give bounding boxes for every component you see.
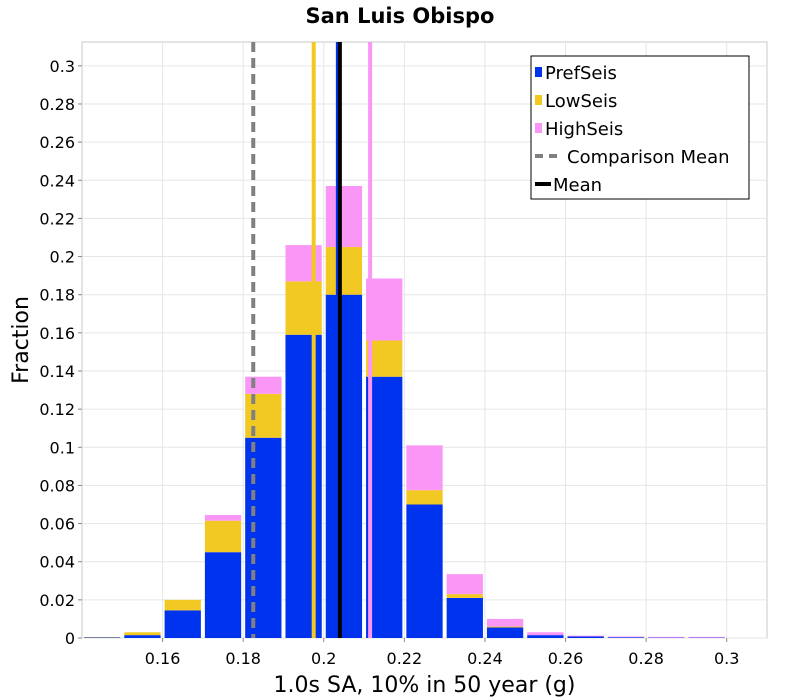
y-tick-label: 0.06 xyxy=(39,515,75,534)
legend-swatch-lowseis xyxy=(535,95,542,105)
bar-highseis-4 xyxy=(245,376,282,394)
bar-prefseis-6 xyxy=(325,294,363,638)
bar-lowseis-8 xyxy=(406,490,443,505)
y-tick-label: 0.1 xyxy=(50,438,75,457)
bar-prefseis-8 xyxy=(406,504,443,638)
y-tick-label: 0.26 xyxy=(39,133,75,152)
x-tick-label: 0.18 xyxy=(225,649,261,668)
bar-prefseis-12 xyxy=(567,636,604,638)
y-tick-label: 0.08 xyxy=(39,476,75,495)
bar-highseis-12 xyxy=(567,635,604,637)
bar-highseis-6 xyxy=(325,185,363,248)
x-tick-label: 0.3 xyxy=(714,649,739,668)
bar-prefseis-0 xyxy=(84,637,121,638)
y-tick-label: 0.14 xyxy=(39,362,75,381)
bar-highseis-13 xyxy=(607,636,645,638)
legend-label-prefseis: PrefSeis xyxy=(545,63,617,84)
bar-lowseis-3 xyxy=(204,520,242,553)
legend: PrefSeis LowSeis HighSeis Comparison Mean Me… xyxy=(530,55,750,200)
x-tick-label: 0.2 xyxy=(311,649,336,668)
x-tick-label: 0.28 xyxy=(628,649,664,668)
bar-lowseis-7 xyxy=(366,340,403,377)
legend-swatch-prefseis xyxy=(535,67,542,77)
bar-prefseis-3 xyxy=(204,552,242,638)
bar-prefseis-2 xyxy=(164,610,201,638)
x-tick-label: 0.24 xyxy=(467,649,503,668)
y-tick-label: 0.16 xyxy=(39,324,75,343)
bar-prefseis-5 xyxy=(285,334,322,638)
x-tick-label: 0.22 xyxy=(387,649,423,668)
legend-label-lowseis: LowSeis xyxy=(545,91,617,112)
bar-lowseis-6 xyxy=(325,247,363,295)
bar-highseis-15 xyxy=(688,636,725,638)
bar-lowseis-4 xyxy=(245,393,282,438)
legend-label-mean: Mean xyxy=(553,175,602,196)
legend-swatch-highseis xyxy=(535,123,542,133)
bar-highseis-3 xyxy=(204,514,242,521)
y-tick-label: 0 xyxy=(65,629,75,648)
bar-highseis-14 xyxy=(648,636,685,638)
legend-label-comparison-mean: Comparison Mean xyxy=(567,147,730,168)
bar-highseis-5 xyxy=(285,245,322,282)
bar-lowseis-9 xyxy=(446,594,483,598)
bar-prefseis-13 xyxy=(607,637,645,638)
bar-highseis-11 xyxy=(527,632,564,636)
x-axis-title: 1.0s SA, 10% in 50 year (g) xyxy=(274,673,576,698)
y-tick-label: 0.12 xyxy=(39,400,75,419)
bar-prefseis-10 xyxy=(486,627,524,638)
bar-lowseis-10 xyxy=(486,626,524,628)
bar-lowseis-2 xyxy=(164,599,201,611)
y-tick-label: 0.28 xyxy=(39,95,75,114)
bar-prefseis-1 xyxy=(124,635,161,638)
bar-lowseis-1 xyxy=(124,632,161,636)
bar-highseis-8 xyxy=(406,445,443,491)
bar-prefseis-11 xyxy=(527,635,564,638)
bar-highseis-10 xyxy=(486,618,524,627)
legend-label-highseis: HighSeis xyxy=(545,119,623,140)
y-tick-label: 0.18 xyxy=(39,286,75,305)
y-tick-label: 0.2 xyxy=(50,248,75,267)
bar-prefseis-4 xyxy=(245,437,282,638)
y-tick-label: 0.24 xyxy=(39,171,75,190)
bar-lowseis-5 xyxy=(285,281,322,335)
legend-box xyxy=(530,55,750,200)
y-tick-label: 0.04 xyxy=(39,553,75,572)
y-tick-label: 0.02 xyxy=(39,591,75,610)
chart-title: San Luis Obispo xyxy=(305,4,495,28)
x-tick-label: 0.26 xyxy=(548,649,584,668)
x-tick-label: 0.16 xyxy=(145,649,181,668)
y-tick-label: 0.22 xyxy=(39,209,75,228)
bar-highseis-9 xyxy=(446,574,483,595)
y-tick-label: 0.3 xyxy=(50,57,75,76)
bar-highseis-7 xyxy=(366,278,403,341)
bar-prefseis-9 xyxy=(446,597,483,638)
bar-prefseis-7 xyxy=(366,376,403,638)
y-axis-title: Fraction xyxy=(9,296,34,384)
